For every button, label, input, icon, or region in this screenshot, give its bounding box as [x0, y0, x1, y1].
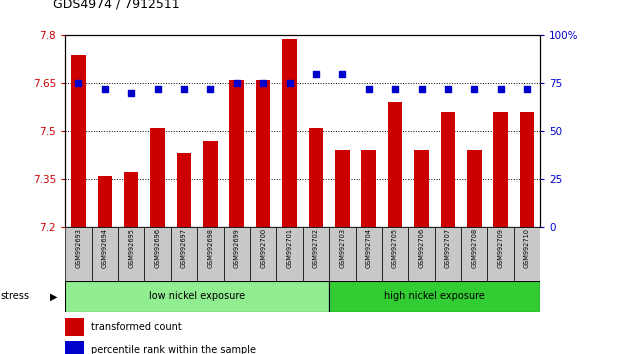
- Bar: [461, 227, 487, 281]
- Text: GSM992700: GSM992700: [260, 228, 266, 268]
- Bar: [467, 150, 481, 227]
- Text: GSM992709: GSM992709: [497, 228, 504, 268]
- Bar: [124, 172, 138, 227]
- Text: GSM992708: GSM992708: [471, 228, 478, 268]
- Text: GSM992696: GSM992696: [155, 228, 161, 268]
- Point: [258, 80, 268, 86]
- Text: GSM992705: GSM992705: [392, 228, 398, 268]
- Bar: [335, 150, 350, 227]
- Text: GSM992695: GSM992695: [128, 228, 134, 268]
- Point: [284, 80, 294, 86]
- Text: transformed count: transformed count: [91, 322, 182, 332]
- Bar: [224, 227, 250, 281]
- Bar: [65, 281, 329, 312]
- Bar: [382, 227, 408, 281]
- Point: [179, 86, 189, 92]
- Bar: [435, 227, 461, 281]
- Bar: [71, 55, 86, 227]
- Bar: [514, 227, 540, 281]
- Bar: [520, 112, 534, 227]
- Point: [126, 90, 136, 96]
- Bar: [283, 39, 297, 227]
- Text: GSM992707: GSM992707: [445, 228, 451, 268]
- Text: GSM992702: GSM992702: [313, 228, 319, 268]
- Text: GSM992693: GSM992693: [75, 228, 81, 268]
- Text: GDS4974 / 7912511: GDS4974 / 7912511: [53, 0, 179, 11]
- Bar: [65, 318, 84, 336]
- Text: low nickel exposure: low nickel exposure: [149, 291, 245, 302]
- Point: [364, 86, 374, 92]
- Bar: [92, 227, 118, 281]
- Point: [73, 80, 83, 86]
- Point: [469, 86, 479, 92]
- Text: percentile rank within the sample: percentile rank within the sample: [91, 345, 256, 354]
- Bar: [329, 281, 540, 312]
- Point: [100, 86, 110, 92]
- Point: [496, 86, 505, 92]
- Bar: [494, 112, 508, 227]
- Bar: [487, 227, 514, 281]
- Point: [311, 71, 321, 76]
- Point: [443, 86, 453, 92]
- Bar: [388, 102, 402, 227]
- Point: [390, 86, 400, 92]
- Bar: [276, 227, 303, 281]
- Bar: [203, 141, 217, 227]
- Bar: [171, 227, 197, 281]
- Bar: [150, 128, 165, 227]
- Bar: [309, 128, 323, 227]
- Bar: [144, 227, 171, 281]
- Text: GSM992697: GSM992697: [181, 228, 187, 268]
- Bar: [409, 227, 435, 281]
- Text: GSM992694: GSM992694: [102, 228, 108, 268]
- Bar: [361, 150, 376, 227]
- Point: [522, 86, 532, 92]
- Bar: [414, 150, 428, 227]
- Point: [206, 86, 215, 92]
- Point: [232, 80, 242, 86]
- Text: GSM992704: GSM992704: [366, 228, 372, 268]
- Point: [417, 86, 427, 92]
- Text: GSM992710: GSM992710: [524, 228, 530, 268]
- Bar: [177, 153, 191, 227]
- Bar: [230, 80, 244, 227]
- Bar: [441, 112, 455, 227]
- Bar: [302, 227, 329, 281]
- Point: [153, 86, 163, 92]
- Point: [337, 71, 347, 76]
- Bar: [250, 227, 276, 281]
- Bar: [97, 176, 112, 227]
- Text: GSM992698: GSM992698: [207, 228, 214, 268]
- Bar: [355, 227, 382, 281]
- Text: GSM992703: GSM992703: [339, 228, 345, 268]
- Text: ▶: ▶: [50, 291, 57, 302]
- Bar: [118, 227, 144, 281]
- Text: GSM992701: GSM992701: [286, 228, 292, 268]
- Text: stress: stress: [0, 291, 29, 302]
- Text: high nickel exposure: high nickel exposure: [384, 291, 485, 302]
- Bar: [256, 80, 270, 227]
- Bar: [65, 227, 92, 281]
- Bar: [329, 227, 355, 281]
- Text: GSM992706: GSM992706: [419, 228, 425, 268]
- Bar: [65, 341, 84, 354]
- Text: GSM992699: GSM992699: [233, 228, 240, 268]
- Bar: [197, 227, 224, 281]
